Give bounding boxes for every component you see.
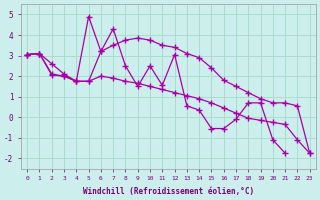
X-axis label: Windchill (Refroidissement éolien,°C): Windchill (Refroidissement éolien,°C) bbox=[83, 187, 254, 196]
